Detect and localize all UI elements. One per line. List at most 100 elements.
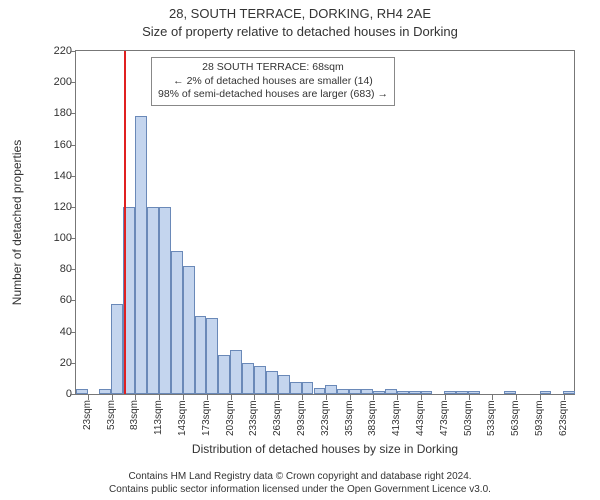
histogram-bar [337,389,349,394]
histogram-bar [385,389,397,394]
y-tick-label: 100 [32,232,72,244]
y-axis-label: Number of detached properties [10,50,24,395]
histogram-bar [135,116,147,394]
x-tick-mark [445,395,446,400]
histogram-bar [290,382,302,394]
x-tick-mark [540,395,541,400]
histogram-bar [325,385,337,394]
x-tick-mark [564,395,565,400]
y-tick-label: 20 [32,357,72,369]
x-tick-label: 623sqm [558,400,570,440]
x-tick-label: 53sqm [106,400,118,440]
histogram-bar [254,366,266,394]
histogram-bar [230,350,242,394]
x-tick-mark [373,395,374,400]
x-tick-label: 383sqm [367,400,379,440]
x-tick-label: 443sqm [415,400,427,440]
y-tick-label: 40 [32,326,72,338]
y-tick-label: 120 [32,201,72,213]
chart-footer: Contains HM Land Registry data © Crown c… [0,471,600,496]
x-tick-label: 263sqm [272,400,284,440]
x-tick-mark [492,395,493,400]
property-marker-line [124,51,126,394]
chart-legend: 28 SOUTH TERRACE: 68sqm← 2% of detached … [151,57,395,106]
y-tick-label: 220 [32,45,72,57]
x-tick-mark [135,395,136,400]
histogram-bar [504,391,516,394]
histogram-bar [159,207,171,394]
histogram-bar [314,388,326,394]
x-tick-mark [516,395,517,400]
x-tick-mark [88,395,89,400]
histogram-bar [540,391,552,394]
x-tick-label: 83sqm [129,400,141,440]
y-tick-mark [70,269,75,270]
legend-line: 98% of semi-detached houses are larger (… [158,88,388,102]
y-tick-label: 60 [32,294,72,306]
x-tick-mark [397,395,398,400]
y-tick-mark [70,394,75,395]
histogram-bar [206,318,218,394]
x-tick-label: 173sqm [201,400,213,440]
histogram-bar [99,389,111,394]
plot-area: 28 SOUTH TERRACE: 68sqm← 2% of detached … [75,50,575,395]
y-tick-mark [70,113,75,114]
histogram-bar [468,391,480,394]
histogram-bar [278,375,290,394]
x-tick-label: 353sqm [344,400,356,440]
histogram-bar [409,391,421,394]
x-tick-mark [159,395,160,400]
x-tick-mark [207,395,208,400]
x-tick-mark [254,395,255,400]
footer-line: Contains HM Land Registry data © Crown c… [0,471,600,484]
histogram-bar [373,391,385,394]
x-tick-label: 203sqm [225,400,237,440]
y-tick-label: 80 [32,263,72,275]
histogram-bar [421,391,433,394]
x-tick-mark [421,395,422,400]
histogram-bar [76,389,88,394]
histogram-bar [242,363,254,394]
x-tick-label: 503sqm [463,400,475,440]
x-tick-label: 113sqm [153,400,165,440]
y-tick-mark [70,332,75,333]
histogram-bar [218,355,230,394]
histogram-bar [147,207,159,394]
y-tick-label: 160 [32,139,72,151]
y-tick-label: 180 [32,107,72,119]
histogram-bar [195,316,207,394]
histogram-bar [397,391,409,394]
histogram-bar [361,389,373,394]
legend-line: ← 2% of detached houses are smaller (14) [158,75,388,89]
x-tick-label: 233sqm [248,400,260,440]
x-tick-mark [350,395,351,400]
x-tick-label: 293sqm [296,400,308,440]
y-tick-label: 140 [32,170,72,182]
x-tick-mark [278,395,279,400]
y-tick-mark [70,363,75,364]
x-tick-label: 23sqm [82,400,94,440]
y-tick-mark [70,145,75,146]
x-tick-label: 143sqm [177,400,189,440]
x-tick-label: 473sqm [439,400,451,440]
x-axis-label: Distribution of detached houses by size … [75,442,575,456]
histogram-bar [444,391,456,394]
x-tick-mark [183,395,184,400]
x-tick-label: 323sqm [320,400,332,440]
chart-subtitle: Size of property relative to detached ho… [0,24,600,39]
histogram-bar [183,266,195,394]
histogram-bar [456,391,468,394]
footer-line: Contains public sector information licen… [0,484,600,497]
legend-line: 28 SOUTH TERRACE: 68sqm [158,61,388,75]
x-tick-label: 413sqm [391,400,403,440]
x-tick-label: 533sqm [486,400,498,440]
x-tick-mark [469,395,470,400]
x-tick-mark [302,395,303,400]
y-tick-mark [70,300,75,301]
histogram-bar [171,251,183,394]
y-tick-label: 200 [32,76,72,88]
chart-title: 28, SOUTH TERRACE, DORKING, RH4 2AE [0,6,600,21]
histogram-bar [266,371,278,394]
histogram-bar [349,389,361,394]
y-tick-mark [70,51,75,52]
